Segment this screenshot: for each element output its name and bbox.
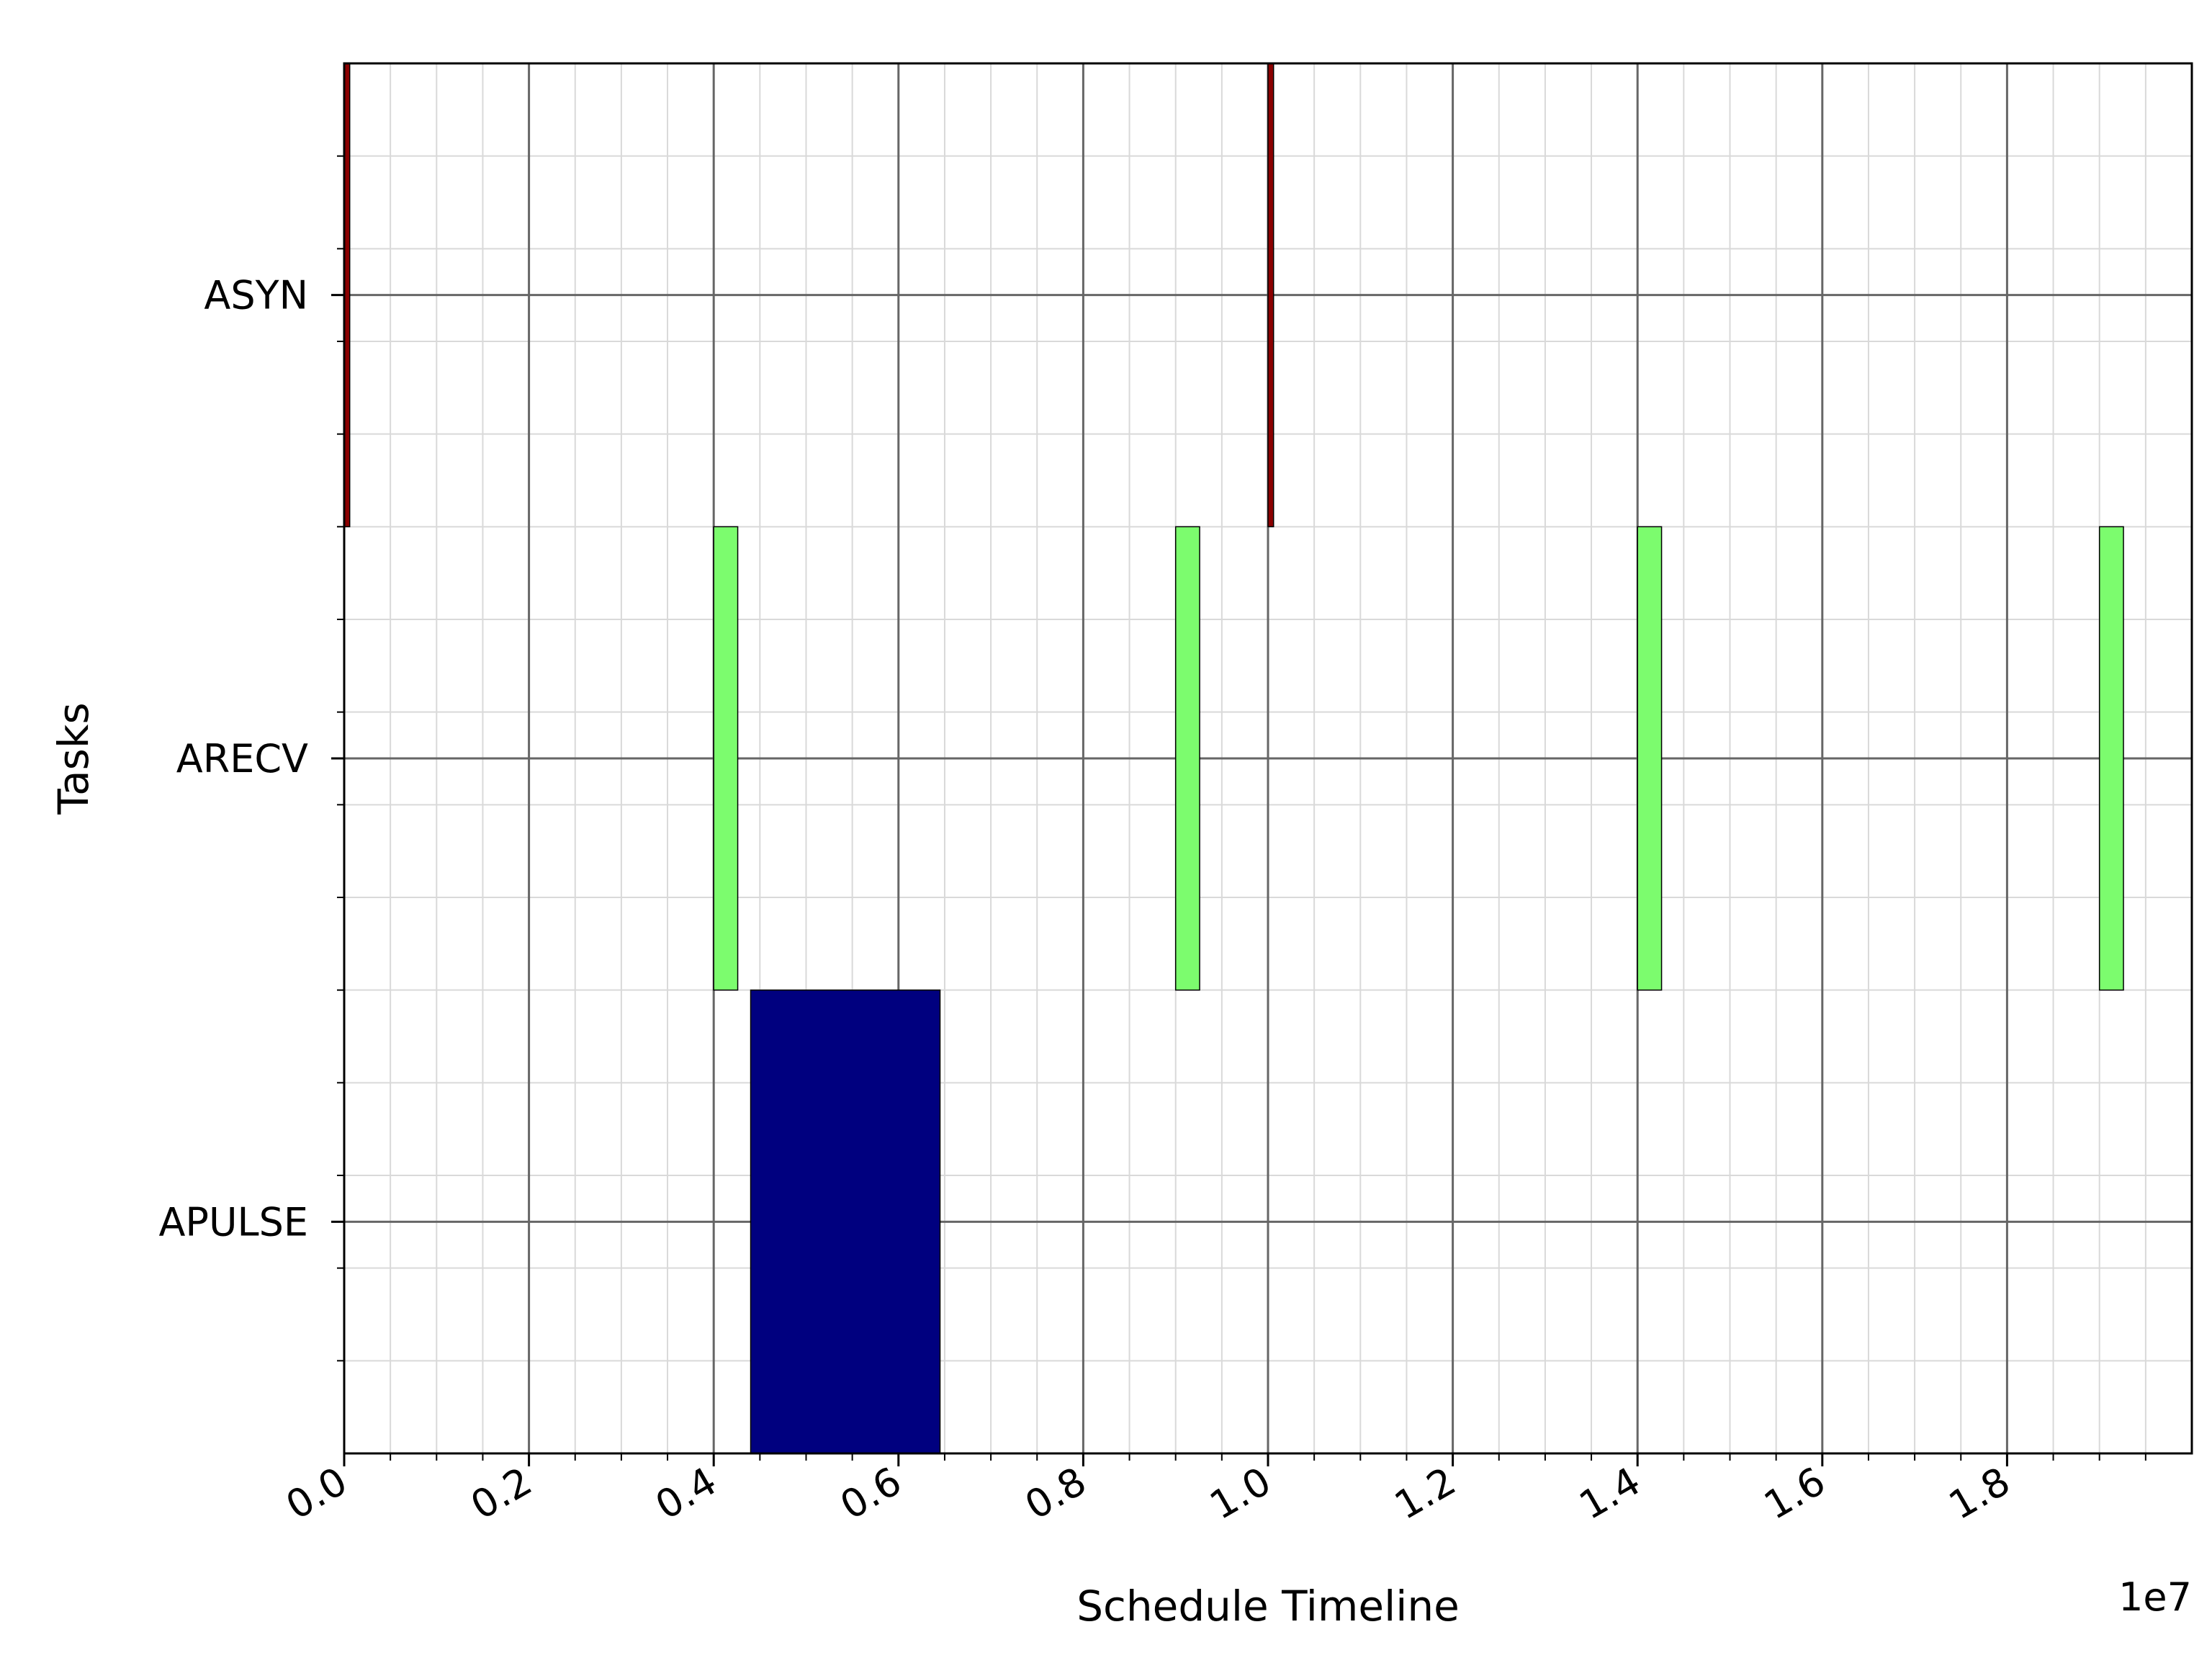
bar-asyn <box>1267 63 1274 528</box>
task-bars <box>343 63 2124 1454</box>
y-axis-label: Tasks <box>49 702 98 815</box>
x-axis-label: Schedule Timeline <box>1076 1582 1460 1631</box>
bar-apulse <box>750 989 941 1454</box>
x-axis-offset-label: 1e7 <box>2118 1574 2192 1620</box>
y-tick-label-arecv: ARECV <box>176 736 308 781</box>
bar-arecv <box>2098 526 2124 991</box>
bar-arecv <box>713 526 739 991</box>
bar-arecv <box>1637 526 1663 991</box>
y-tick-label-apulse: APULSE <box>158 1199 308 1245</box>
y-tick-label-asyn: ASYN <box>204 273 308 318</box>
bar-arecv <box>1174 526 1200 991</box>
axis-ticks <box>331 155 2146 1466</box>
